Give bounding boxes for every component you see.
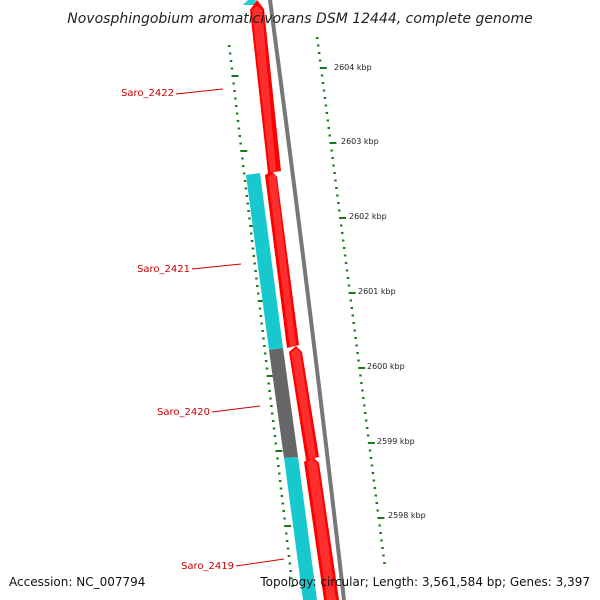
genome-summary-text: Topology: circular; Length: 3,561,584 bp… xyxy=(259,575,590,589)
kbp-label-2600: 2600 kbp xyxy=(367,362,405,371)
outer-tick-ring xyxy=(316,37,386,564)
kbp-label-2602: 2602 kbp xyxy=(349,212,387,221)
kbp-label-2601: 2601 kbp xyxy=(358,287,396,296)
inner-tick-ring xyxy=(228,45,294,587)
reverse-strand-track xyxy=(243,0,317,600)
forward-gene-shading xyxy=(252,6,336,600)
accession-text: Accession: NC_007794 xyxy=(9,575,145,589)
forward-strand-track xyxy=(250,0,339,600)
kbp-label-2599: 2599 kbp xyxy=(377,437,415,446)
forward-gene-segment[interactable] xyxy=(265,171,299,348)
kbp-label-2604: 2604 kbp xyxy=(334,63,372,72)
forward-gene-segment[interactable] xyxy=(250,0,281,173)
genome-title: Novosphingobium aromaticivorans DSM 1244… xyxy=(67,11,532,27)
forward-gene-segment[interactable] xyxy=(289,346,319,460)
kbp-label-2603: 2603 kbp xyxy=(341,137,379,146)
kbp-label-2598: 2598 kbp xyxy=(388,511,426,520)
gene-label-saro-2420: Saro_2420 xyxy=(157,407,210,418)
gene-label-lines xyxy=(175,88,285,567)
gene-label-saro-2421: Saro_2421 xyxy=(137,264,190,275)
forward-gene-segment[interactable] xyxy=(304,456,339,600)
reverse-gene-segment[interactable] xyxy=(284,457,317,600)
reverse-gene-segment[interactable] xyxy=(246,173,283,350)
backbone-circle xyxy=(268,0,346,600)
gene-label-saro-2419: Saro_2419 xyxy=(181,561,234,572)
reverse-gene-segment[interactable] xyxy=(269,348,298,458)
reverse-gene-segment[interactable] xyxy=(243,0,256,5)
gene-label-saro-2422: Saro_2422 xyxy=(121,88,174,99)
